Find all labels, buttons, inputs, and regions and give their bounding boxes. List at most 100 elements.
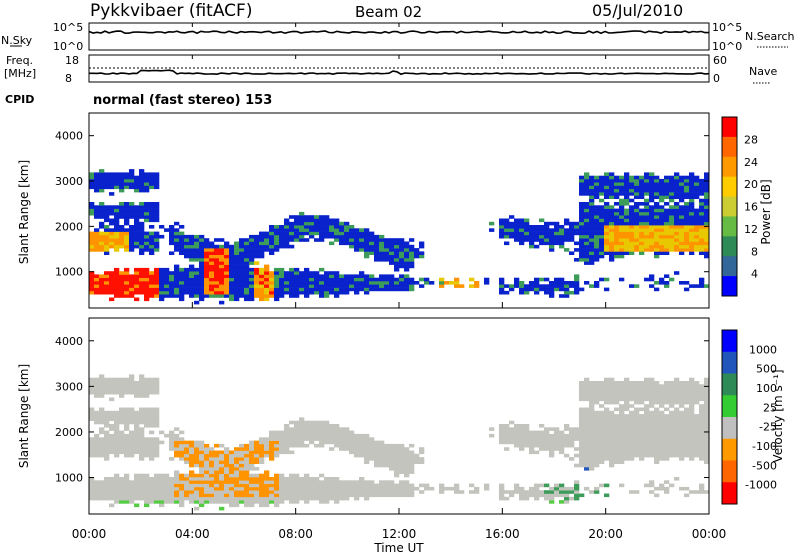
velocity-cell xyxy=(184,453,190,458)
velocity-cell xyxy=(169,447,175,451)
velocity-cell xyxy=(629,387,635,392)
power-cell xyxy=(274,241,280,246)
power-cell xyxy=(89,238,95,242)
velocity-cell xyxy=(129,490,135,494)
velocity-cell xyxy=(239,453,245,458)
power-cell xyxy=(94,185,100,190)
velocity-cell xyxy=(544,440,550,445)
velocity-cell xyxy=(304,473,310,478)
velocity-cell xyxy=(174,477,180,481)
power-cell xyxy=(264,271,270,275)
power-cell xyxy=(614,228,620,232)
velocity-cell xyxy=(339,483,345,488)
power-y-label: Slant Range [km] xyxy=(17,160,31,264)
velocity-cell xyxy=(639,387,645,392)
power-cell xyxy=(309,228,315,232)
power-cell xyxy=(399,251,405,255)
power-cell xyxy=(594,182,600,186)
power-cell xyxy=(609,231,615,236)
power-cell xyxy=(294,218,300,223)
power-cell xyxy=(579,234,585,239)
power-cell xyxy=(699,192,705,196)
velocity-cell xyxy=(674,417,680,421)
power-cell xyxy=(279,294,285,298)
velocity-cell xyxy=(139,453,145,458)
velocity-cell xyxy=(304,420,310,425)
power-cell xyxy=(569,221,575,226)
velocity-cell xyxy=(129,374,135,378)
velocity-cell xyxy=(89,390,95,395)
power-cell xyxy=(254,261,260,265)
power-cell xyxy=(99,248,105,252)
colorbar-segment xyxy=(722,176,737,198)
velocity-cell xyxy=(574,447,580,451)
power-cell xyxy=(459,284,465,288)
velocity-cell xyxy=(134,430,140,435)
velocity-cell xyxy=(349,440,355,445)
velocity-cell xyxy=(319,483,325,488)
power-cell xyxy=(639,185,645,190)
power-cell xyxy=(564,281,570,285)
power-cell xyxy=(154,241,160,246)
velocity-cell xyxy=(554,486,560,491)
velocity-cell xyxy=(254,450,260,455)
power-cell xyxy=(169,228,175,232)
velocity-cell xyxy=(519,424,525,428)
power-cell xyxy=(284,271,290,275)
velocity-cell xyxy=(109,443,115,448)
velocity-cell xyxy=(664,486,670,491)
power-cell xyxy=(314,218,320,223)
velocity-cell xyxy=(144,407,150,412)
power-cell xyxy=(104,185,110,190)
power-cell xyxy=(314,284,320,288)
power-cell xyxy=(149,287,155,292)
velocity-cell xyxy=(199,500,205,504)
velocity-cell xyxy=(579,437,585,441)
power-cell xyxy=(609,241,615,246)
velocity-cell xyxy=(204,486,210,491)
power-cell xyxy=(279,290,285,295)
velocity-cell xyxy=(139,387,145,392)
velocity-cell xyxy=(264,470,270,474)
power-cell xyxy=(219,277,225,282)
velocity-cell xyxy=(134,490,140,494)
power-cell xyxy=(399,264,405,269)
velocity-cell xyxy=(109,450,115,455)
velocity-cell xyxy=(399,486,405,491)
velocity-cell xyxy=(569,457,575,461)
power-cell xyxy=(554,225,560,229)
power-cell xyxy=(219,281,225,285)
power-cell xyxy=(349,238,355,242)
power-cell xyxy=(659,192,665,196)
power-cell xyxy=(539,241,545,246)
power-cell xyxy=(219,261,225,265)
velocity-cell xyxy=(224,486,230,491)
velocity-cell xyxy=(654,493,660,498)
velocity-cell xyxy=(94,390,100,395)
velocity-cell xyxy=(249,500,255,504)
velocity-cell xyxy=(644,414,650,418)
velocity-cell xyxy=(144,477,150,481)
power-cell xyxy=(499,221,505,226)
power-cell xyxy=(214,284,220,288)
velocity-cell xyxy=(179,486,185,491)
velocity-cell xyxy=(599,443,605,448)
velocity-cell xyxy=(234,500,240,504)
power-cell xyxy=(449,281,455,285)
power-cell xyxy=(229,281,235,285)
power-cell xyxy=(564,238,570,242)
power-cell xyxy=(139,281,145,285)
velocity-cell xyxy=(589,457,595,461)
power-cell xyxy=(189,238,195,242)
power-cell xyxy=(669,185,675,190)
power-cell xyxy=(249,284,255,288)
power-cell xyxy=(99,290,105,295)
power-cell xyxy=(344,228,350,232)
power-cell xyxy=(674,231,680,236)
velocity-cell xyxy=(89,440,95,445)
power-cell xyxy=(664,208,670,213)
power-cell xyxy=(584,258,590,262)
velocity-cell xyxy=(524,424,530,428)
velocity-cell xyxy=(114,377,120,382)
velocity-cell xyxy=(94,387,100,392)
